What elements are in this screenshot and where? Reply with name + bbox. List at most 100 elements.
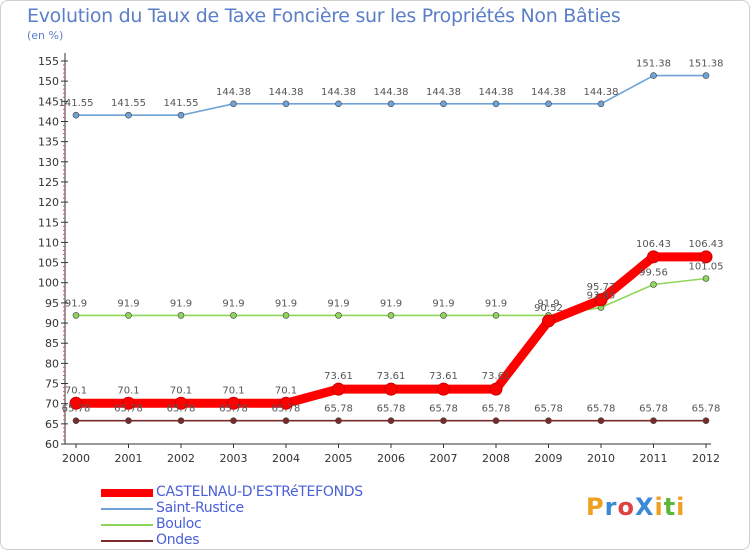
data-point-castelnau <box>227 396 240 410</box>
data-label: 65.78 <box>272 404 301 415</box>
y-tick-label: 120 <box>38 196 59 209</box>
data-point-castelnau <box>594 293 608 307</box>
data-label: 65.78 <box>219 404 248 415</box>
data-label: 106.43 <box>689 239 724 250</box>
data-point-1 <box>177 111 185 119</box>
data-label: 91.9 <box>275 298 297 309</box>
y-tick-label: 70 <box>45 398 59 411</box>
data-label: 144.38 <box>269 87 304 98</box>
x-tick-label: 2001 <box>115 452 143 465</box>
data-label: 144.38 <box>374 87 409 98</box>
data-point-1 <box>72 111 80 119</box>
legend-swatch-saint-rustice <box>101 508 153 510</box>
data-point-3 <box>230 417 237 424</box>
data-point-castelnau <box>542 314 555 328</box>
legend-label-castelnau: CASTELNAU-D'ESTRéTEFONDS <box>156 484 363 500</box>
data-label: 65.78 <box>324 404 353 415</box>
legend-swatch-bouloc <box>101 524 153 526</box>
data-point-castelnau <box>647 250 660 264</box>
data-point-2 <box>650 281 657 288</box>
data-point-1 <box>597 100 605 108</box>
data-label: 141.55 <box>111 98 146 109</box>
brand-logo: ProXiti <box>586 493 685 521</box>
data-label: 91.9 <box>327 298 349 309</box>
chart-title: Evolution du Taux de Taxe Foncière sur l… <box>27 5 621 27</box>
data-point-castelnau <box>174 396 188 410</box>
data-point-castelnau <box>279 396 293 410</box>
brand-letter: r <box>604 493 618 521</box>
data-label: 65.78 <box>534 404 563 415</box>
data-point-3 <box>282 417 290 424</box>
data-label: 95.77 <box>587 282 616 293</box>
data-point-2 <box>282 312 290 319</box>
y-tick-label: 75 <box>45 378 59 391</box>
data-label: 70.1 <box>117 385 139 396</box>
brand-letter: P <box>586 493 605 521</box>
y-tick-label: 105 <box>38 257 59 270</box>
data-label: 101.05 <box>689 262 724 273</box>
data-point-3 <box>650 417 657 424</box>
y-tick-label: 60 <box>45 438 59 451</box>
x-tick-label: 2003 <box>220 452 248 465</box>
y-tick-label: 85 <box>45 337 59 350</box>
data-point-3 <box>545 417 552 424</box>
y-tick-label: 125 <box>38 176 59 189</box>
data-point-castelnau <box>437 382 450 396</box>
data-point-castelnau <box>69 396 83 410</box>
data-label: 144.38 <box>531 87 566 98</box>
y-tick-label: 140 <box>38 115 59 128</box>
data-label: 70.1 <box>65 385 87 396</box>
legend-swatch-castelnau <box>101 489 153 497</box>
data-point-2 <box>230 312 237 319</box>
data-point-1 <box>702 72 710 79</box>
data-point-2 <box>72 312 80 319</box>
data-point-1 <box>440 100 447 108</box>
data-point-2 <box>335 312 342 319</box>
data-label: 144.38 <box>584 87 619 98</box>
data-point-3 <box>440 417 447 424</box>
data-label: 65.78 <box>692 404 721 415</box>
x-tick-label: 2004 <box>272 452 300 465</box>
x-tick-label: 2005 <box>325 452 353 465</box>
data-label: 65.78 <box>377 404 406 415</box>
data-point-3 <box>177 417 185 424</box>
data-label: 151.38 <box>636 59 671 70</box>
data-label: 73.61 <box>482 371 511 382</box>
data-label: 65.78 <box>482 404 511 415</box>
data-label: 91.9 <box>170 298 192 309</box>
data-point-3 <box>72 417 80 424</box>
x-tick-label: 2010 <box>587 452 615 465</box>
x-tick-label: 2009 <box>535 452 563 465</box>
y-axis-unit: (en %) <box>27 29 64 42</box>
y-tick-label: 150 <box>38 75 59 88</box>
y-tick-label: 90 <box>45 317 59 330</box>
data-point-3 <box>125 417 132 424</box>
data-point-1 <box>335 100 342 108</box>
data-point-castelnau <box>489 382 503 396</box>
data-point-1 <box>230 100 237 108</box>
data-point-1 <box>545 100 552 108</box>
data-label: 141.55 <box>164 98 199 109</box>
data-label: 144.38 <box>426 87 461 98</box>
data-point-castelnau <box>384 382 398 396</box>
data-label: 65.78 <box>639 404 668 415</box>
data-point-2 <box>177 312 185 319</box>
data-label: 93.85 <box>587 291 616 302</box>
y-tick-label: 130 <box>38 156 59 169</box>
data-label: 91.9 <box>222 298 244 309</box>
x-tick-label: 2006 <box>377 452 405 465</box>
data-label: 65.78 <box>587 404 616 415</box>
data-point-3 <box>702 417 710 424</box>
data-label: 73.61 <box>429 371 458 382</box>
data-label: 73.61 <box>377 371 406 382</box>
data-point-castelnau <box>699 250 713 264</box>
brand-letter: X <box>634 493 655 521</box>
data-point-2 <box>492 312 500 319</box>
y-tick-label: 95 <box>45 297 59 310</box>
data-label: 106.43 <box>636 239 671 250</box>
data-point-1 <box>650 72 657 79</box>
y-tick-label: 80 <box>45 357 59 370</box>
data-label: 65.78 <box>114 404 143 415</box>
